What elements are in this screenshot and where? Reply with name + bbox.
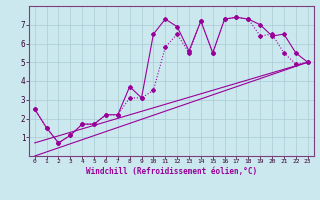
- X-axis label: Windchill (Refroidissement éolien,°C): Windchill (Refroidissement éolien,°C): [86, 167, 257, 176]
